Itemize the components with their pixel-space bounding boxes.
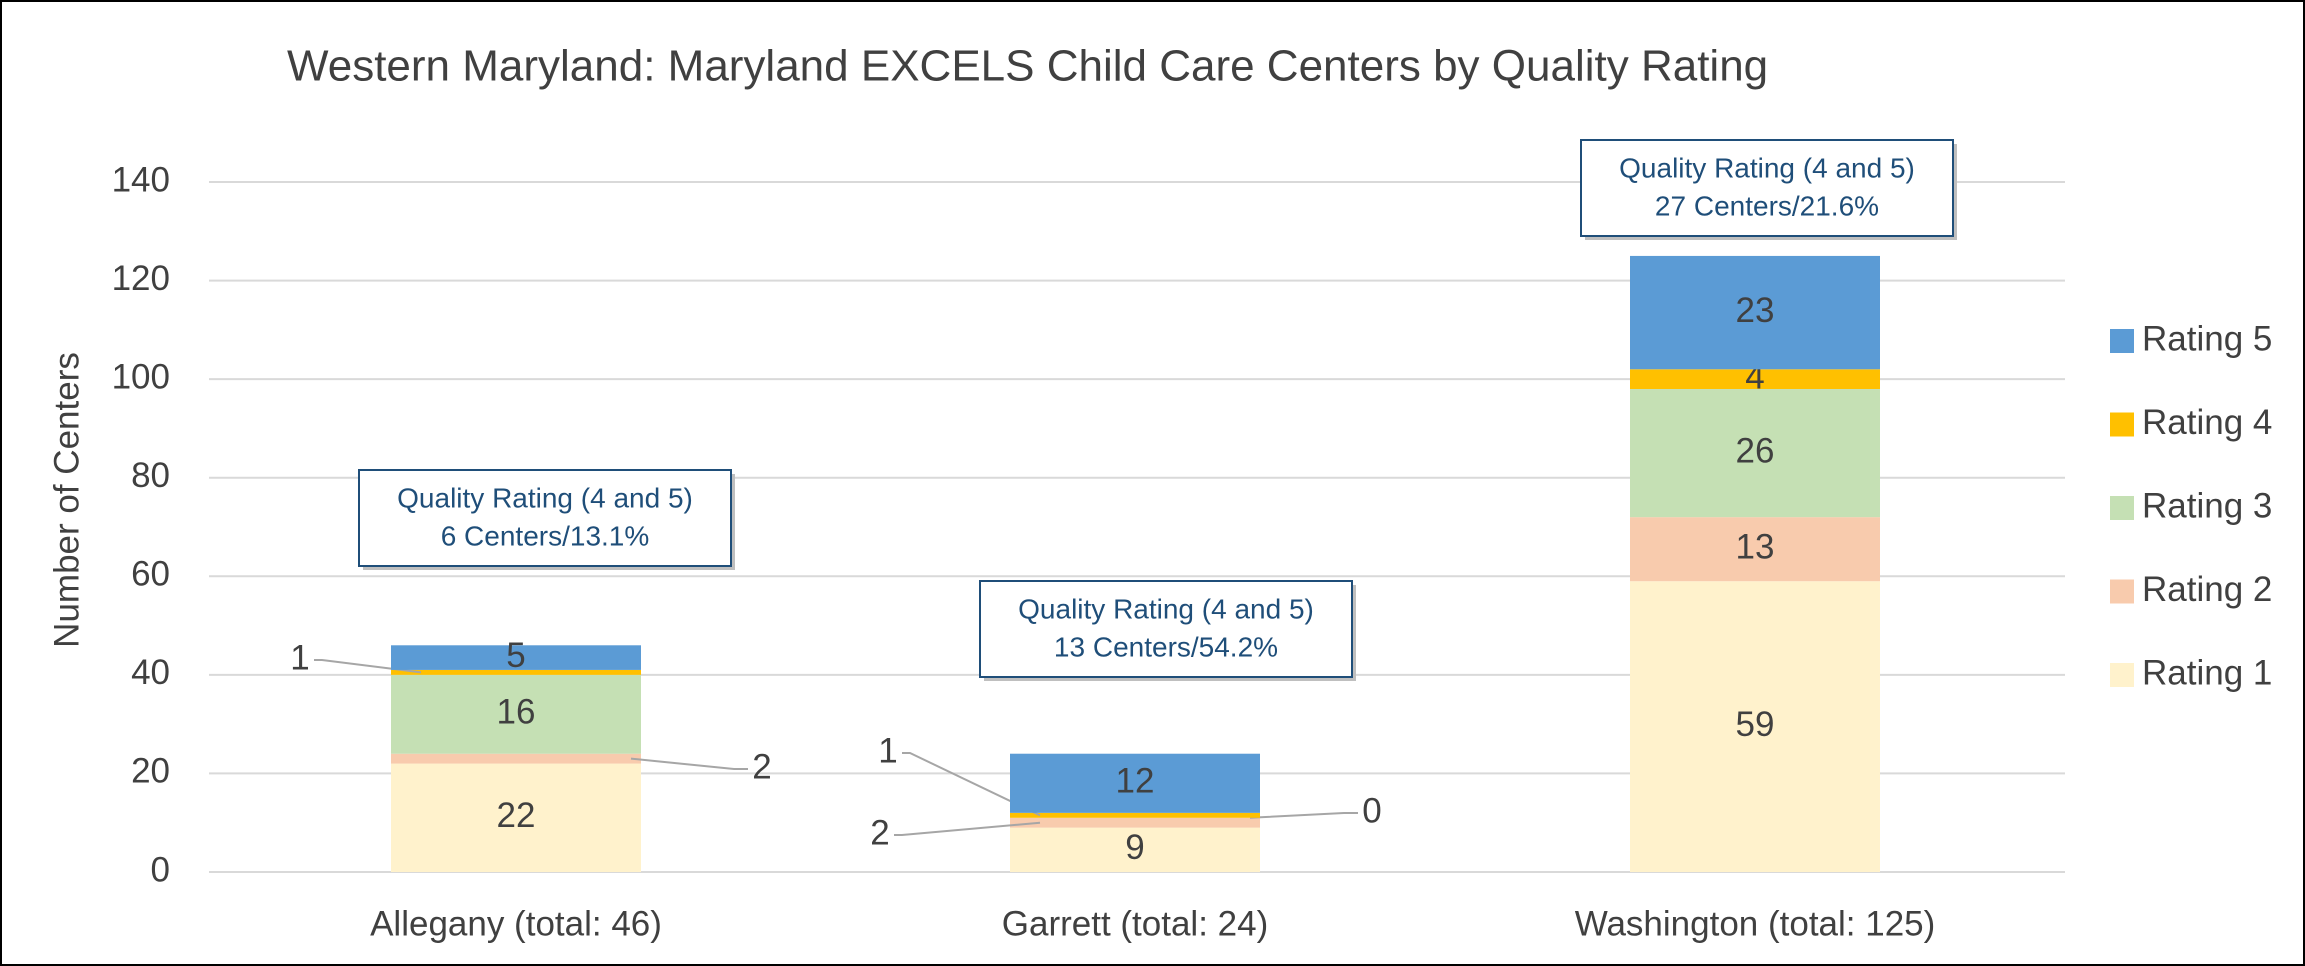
bar-segment	[1630, 255, 1880, 370]
x-tick-label: Allegany (total: 46)	[370, 904, 662, 943]
data-label: 1	[878, 731, 897, 770]
data-label: 2	[870, 813, 889, 852]
legend-label: Rating 1	[2142, 653, 2272, 692]
legend-label: Rating 4	[2142, 403, 2272, 442]
annotation-box	[1580, 139, 1954, 237]
annotation-text: 6 Centers/13.1%	[441, 520, 650, 551]
leader-line	[630, 757, 748, 770]
data-label: 23	[1736, 291, 1775, 330]
annotation-box	[358, 469, 732, 567]
legend-swatch	[2110, 412, 2134, 437]
bar-segment	[391, 645, 641, 670]
legend-swatch	[2110, 663, 2134, 687]
bar-segment	[1630, 369, 1880, 389]
bar-segment	[391, 753, 641, 764]
annotation-text: 13 Centers/54.2%	[1054, 631, 1278, 662]
y-tick-label: 100	[112, 357, 170, 396]
data-label: 0	[1362, 791, 1381, 830]
legend-swatch	[2110, 579, 2134, 604]
bar-segment	[1630, 389, 1880, 518]
leader-line	[314, 659, 422, 674]
y-axis-label: Number of Centers	[47, 352, 86, 648]
legend-label: Rating 3	[2142, 486, 2272, 525]
bar-segment	[391, 763, 641, 872]
y-tick-label: 0	[151, 850, 170, 889]
legend-label: Rating 5	[2142, 319, 2272, 358]
y-tick-label: 80	[131, 456, 170, 495]
legend-swatch	[2110, 329, 2134, 353]
data-label: 22	[497, 796, 536, 835]
data-label: 5	[506, 636, 525, 675]
annotation-box	[979, 580, 1353, 678]
y-tick-label: 60	[131, 555, 170, 594]
data-label: 26	[1736, 431, 1775, 470]
data-label: 59	[1736, 705, 1775, 744]
data-label: 12	[1116, 762, 1155, 801]
y-tick-label: 40	[131, 653, 170, 692]
y-tick-label: 140	[112, 160, 170, 199]
bar-segment	[391, 674, 641, 754]
bar-segment	[1010, 817, 1260, 828]
y-tick-label: 120	[112, 259, 170, 298]
bar-segment	[1010, 753, 1260, 813]
data-label: 1	[290, 638, 309, 677]
leader-line	[1249, 812, 1358, 819]
annotation-text: Quality Rating (4 and 5)	[1018, 593, 1314, 624]
annotation-text: Quality Rating (4 and 5)	[1619, 152, 1915, 183]
annotation-text: 27 Centers/21.6%	[1655, 190, 1879, 221]
leader-line	[902, 752, 1041, 817]
chart-title: Western Maryland: Maryland EXCELS Child …	[287, 42, 1768, 91]
leader-line	[894, 821, 1041, 836]
legend-swatch	[2110, 496, 2134, 520]
data-label: 2	[752, 747, 771, 786]
bar-segment	[1630, 517, 1880, 582]
bar-segment	[1630, 581, 1880, 872]
x-tick-label: Garrett (total: 24)	[1002, 904, 1268, 943]
annotation-text: Quality Rating (4 and 5)	[397, 482, 693, 513]
data-label: 16	[497, 693, 536, 732]
y-tick-label: 20	[131, 752, 170, 791]
data-label: 13	[1736, 527, 1775, 566]
bar-segment	[1010, 827, 1260, 872]
x-tick-label: Washington (total: 125)	[1575, 904, 1936, 943]
legend-label: Rating 2	[2142, 570, 2272, 609]
bar-segment	[391, 669, 641, 675]
bar-segment	[1010, 812, 1260, 818]
data-label: 9	[1125, 828, 1144, 867]
